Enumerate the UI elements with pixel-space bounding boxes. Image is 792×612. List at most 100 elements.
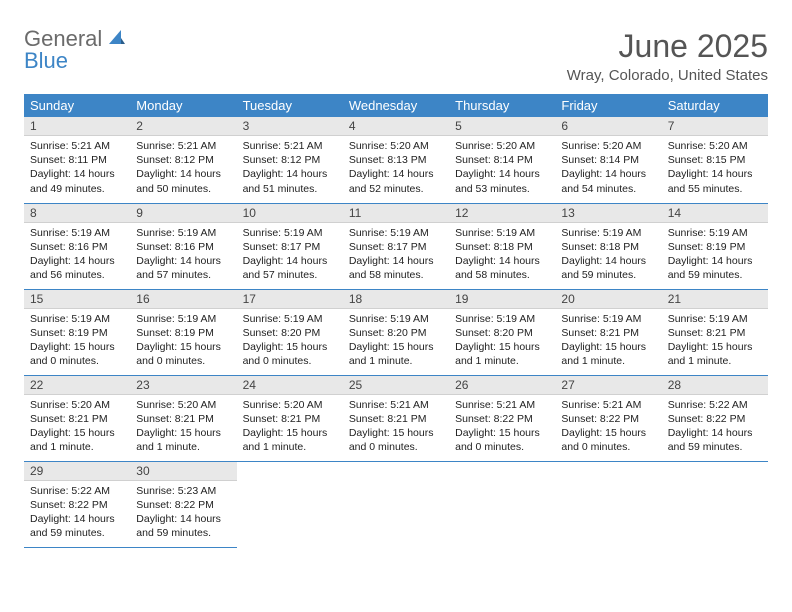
sunset-line: Sunset: 8:22 PM	[668, 412, 762, 426]
day-number: 26	[449, 376, 555, 395]
weekday-header: Sunday	[24, 94, 130, 117]
logo-word-blue: Blue	[24, 48, 68, 73]
day-data: Sunrise: 5:21 AMSunset: 8:11 PMDaylight:…	[24, 136, 130, 199]
day-data: Sunrise: 5:19 AMSunset: 8:18 PMDaylight:…	[555, 223, 661, 286]
day-data: Sunrise: 5:21 AMSunset: 8:22 PMDaylight:…	[449, 395, 555, 458]
day-number: 14	[662, 204, 768, 223]
calendar-day-cell: 28Sunrise: 5:22 AMSunset: 8:22 PMDayligh…	[662, 375, 768, 461]
sunrise-line: Sunrise: 5:19 AM	[455, 226, 549, 240]
calendar-day-cell: 22Sunrise: 5:20 AMSunset: 8:21 PMDayligh…	[24, 375, 130, 461]
calendar-day-cell: 13Sunrise: 5:19 AMSunset: 8:18 PMDayligh…	[555, 203, 661, 289]
sunrise-line: Sunrise: 5:22 AM	[668, 398, 762, 412]
sunrise-line: Sunrise: 5:21 AM	[243, 139, 337, 153]
calendar-day-cell: 27Sunrise: 5:21 AMSunset: 8:22 PMDayligh…	[555, 375, 661, 461]
logo: General Blue	[24, 28, 127, 73]
header: General Blue June 2025 Wray, Colorado, U…	[24, 28, 768, 84]
day-number: 10	[237, 204, 343, 223]
sunrise-line: Sunrise: 5:21 AM	[30, 139, 124, 153]
day-number: 21	[662, 290, 768, 309]
day-number: 7	[662, 117, 768, 136]
sunrise-line: Sunrise: 5:20 AM	[349, 139, 443, 153]
calendar-day-cell: 5Sunrise: 5:20 AMSunset: 8:14 PMDaylight…	[449, 117, 555, 203]
sunset-line: Sunset: 8:21 PM	[243, 412, 337, 426]
sunset-line: Sunset: 8:22 PM	[136, 498, 230, 512]
calendar-day-cell	[662, 461, 768, 547]
weekday-header: Saturday	[662, 94, 768, 117]
daylight-line: Daylight: 14 hours and 56 minutes.	[30, 254, 124, 282]
daylight-line: Daylight: 14 hours and 59 minutes.	[668, 426, 762, 454]
day-number: 13	[555, 204, 661, 223]
daylight-line: Daylight: 14 hours and 55 minutes.	[668, 167, 762, 195]
daylight-line: Daylight: 15 hours and 0 minutes.	[30, 340, 124, 368]
sunrise-line: Sunrise: 5:21 AM	[349, 398, 443, 412]
calendar-day-cell	[237, 461, 343, 547]
sunrise-line: Sunrise: 5:20 AM	[668, 139, 762, 153]
location: Wray, Colorado, United States	[567, 67, 768, 84]
daylight-line: Daylight: 15 hours and 1 minute.	[243, 426, 337, 454]
sunset-line: Sunset: 8:22 PM	[561, 412, 655, 426]
weekday-header-row: SundayMondayTuesdayWednesdayThursdayFrid…	[24, 94, 768, 117]
daylight-line: Daylight: 14 hours and 57 minutes.	[243, 254, 337, 282]
day-number: 23	[130, 376, 236, 395]
calendar-week-row: 1Sunrise: 5:21 AMSunset: 8:11 PMDaylight…	[24, 117, 768, 203]
calendar-day-cell: 1Sunrise: 5:21 AMSunset: 8:11 PMDaylight…	[24, 117, 130, 203]
daylight-line: Daylight: 14 hours and 53 minutes.	[455, 167, 549, 195]
daylight-line: Daylight: 14 hours and 59 minutes.	[561, 254, 655, 282]
sunset-line: Sunset: 8:17 PM	[243, 240, 337, 254]
daylight-line: Daylight: 14 hours and 59 minutes.	[30, 512, 124, 540]
calendar-day-cell: 24Sunrise: 5:20 AMSunset: 8:21 PMDayligh…	[237, 375, 343, 461]
daylight-line: Daylight: 14 hours and 54 minutes.	[561, 167, 655, 195]
daylight-line: Daylight: 14 hours and 58 minutes.	[455, 254, 549, 282]
day-data: Sunrise: 5:19 AMSunset: 8:16 PMDaylight:…	[130, 223, 236, 286]
calendar-week-row: 22Sunrise: 5:20 AMSunset: 8:21 PMDayligh…	[24, 375, 768, 461]
day-data: Sunrise: 5:20 AMSunset: 8:21 PMDaylight:…	[237, 395, 343, 458]
weekday-header: Thursday	[449, 94, 555, 117]
daylight-line: Daylight: 14 hours and 51 minutes.	[243, 167, 337, 195]
sunset-line: Sunset: 8:20 PM	[455, 326, 549, 340]
daylight-line: Daylight: 15 hours and 0 minutes.	[243, 340, 337, 368]
day-number: 9	[130, 204, 236, 223]
calendar-week-row: 29Sunrise: 5:22 AMSunset: 8:22 PMDayligh…	[24, 461, 768, 547]
sunset-line: Sunset: 8:21 PM	[561, 326, 655, 340]
day-number: 4	[343, 117, 449, 136]
calendar-day-cell: 12Sunrise: 5:19 AMSunset: 8:18 PMDayligh…	[449, 203, 555, 289]
sunrise-line: Sunrise: 5:19 AM	[561, 226, 655, 240]
sunrise-line: Sunrise: 5:19 AM	[668, 226, 762, 240]
daylight-line: Daylight: 15 hours and 1 minute.	[136, 426, 230, 454]
sunrise-line: Sunrise: 5:20 AM	[455, 139, 549, 153]
sunset-line: Sunset: 8:20 PM	[349, 326, 443, 340]
day-number: 27	[555, 376, 661, 395]
calendar-day-cell	[343, 461, 449, 547]
day-data: Sunrise: 5:19 AMSunset: 8:18 PMDaylight:…	[449, 223, 555, 286]
calendar-day-cell: 23Sunrise: 5:20 AMSunset: 8:21 PMDayligh…	[130, 375, 236, 461]
sunset-line: Sunset: 8:17 PM	[349, 240, 443, 254]
day-number: 11	[343, 204, 449, 223]
daylight-line: Daylight: 14 hours and 59 minutes.	[668, 254, 762, 282]
sunrise-line: Sunrise: 5:19 AM	[136, 226, 230, 240]
sunset-line: Sunset: 8:18 PM	[561, 240, 655, 254]
sunset-line: Sunset: 8:21 PM	[349, 412, 443, 426]
day-number: 17	[237, 290, 343, 309]
sunrise-line: Sunrise: 5:19 AM	[668, 312, 762, 326]
calendar-day-cell: 17Sunrise: 5:19 AMSunset: 8:20 PMDayligh…	[237, 289, 343, 375]
day-data: Sunrise: 5:19 AMSunset: 8:17 PMDaylight:…	[343, 223, 449, 286]
day-number: 1	[24, 117, 130, 136]
calendar-day-cell	[449, 461, 555, 547]
sunset-line: Sunset: 8:19 PM	[30, 326, 124, 340]
title-block: June 2025 Wray, Colorado, United States	[567, 28, 768, 84]
calendar-week-row: 8Sunrise: 5:19 AMSunset: 8:16 PMDaylight…	[24, 203, 768, 289]
day-number: 18	[343, 290, 449, 309]
sunrise-line: Sunrise: 5:19 AM	[30, 226, 124, 240]
day-number: 19	[449, 290, 555, 309]
day-number: 16	[130, 290, 236, 309]
daylight-line: Daylight: 14 hours and 49 minutes.	[30, 167, 124, 195]
daylight-line: Daylight: 14 hours and 58 minutes.	[349, 254, 443, 282]
sunrise-line: Sunrise: 5:19 AM	[136, 312, 230, 326]
sunset-line: Sunset: 8:21 PM	[136, 412, 230, 426]
sunrise-line: Sunrise: 5:22 AM	[30, 484, 124, 498]
sunrise-line: Sunrise: 5:19 AM	[455, 312, 549, 326]
sunrise-line: Sunrise: 5:23 AM	[136, 484, 230, 498]
calendar-table: SundayMondayTuesdayWednesdayThursdayFrid…	[24, 94, 768, 548]
calendar-day-cell: 16Sunrise: 5:19 AMSunset: 8:19 PMDayligh…	[130, 289, 236, 375]
calendar-day-cell: 30Sunrise: 5:23 AMSunset: 8:22 PMDayligh…	[130, 461, 236, 547]
